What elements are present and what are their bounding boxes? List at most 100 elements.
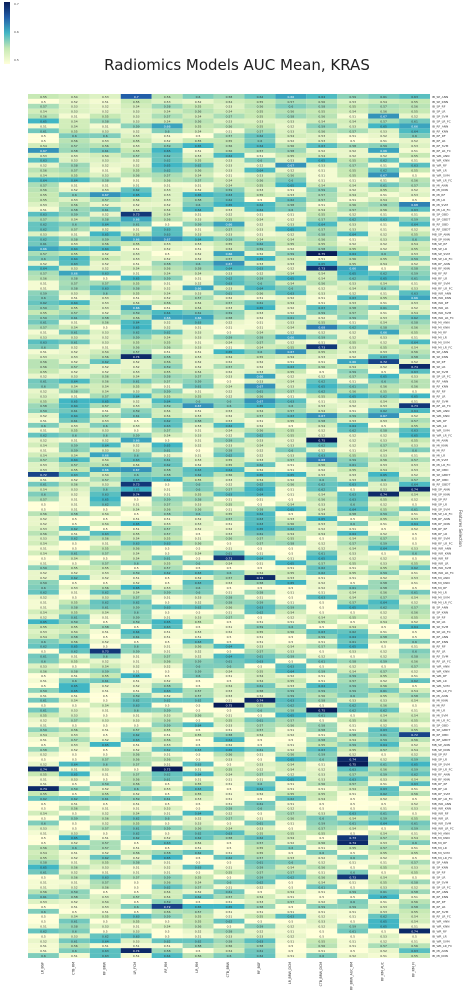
heatmap-cell: [213, 521, 245, 526]
heatmap-cell-value: 0.54: [288, 645, 295, 649]
heatmap-cell-value: 0.62: [257, 95, 264, 99]
heatmap-cell: [120, 187, 152, 193]
heatmap-cell-value: 0.5: [196, 871, 201, 875]
heatmap-cell: [182, 265, 214, 271]
heatmap-cell: [368, 722, 400, 728]
heatmap-cell: [368, 614, 400, 620]
heatmap-cell-value: 0.53: [102, 95, 109, 99]
heatmap-cell: [120, 94, 152, 99]
heatmap-cell-value: 0.75: [349, 763, 356, 767]
heatmap-cell-value: 0.52: [40, 763, 47, 767]
heatmap-cell: [58, 226, 90, 232]
heatmap-cell-value: 0.6: [350, 502, 355, 506]
heatmap-cell-value: 0.53: [288, 129, 295, 133]
heatmap-cell: [368, 550, 400, 556]
heatmap-cell: [28, 339, 59, 345]
heatmap-cell: [337, 776, 369, 782]
heatmap-cell-value: 0.52: [380, 134, 387, 138]
heatmap-cell: [58, 913, 90, 919]
heatmap-cell-value: 0.56: [411, 385, 418, 389]
heatmap-cell: [368, 908, 400, 914]
heatmap-cell: [89, 354, 121, 360]
heatmap-cell-value: 0.74: [411, 365, 418, 369]
heatmap-cell-value: 0.6: [41, 345, 46, 349]
heatmap-cell-value: 0.56: [40, 846, 47, 850]
heatmap-cell-value: 0.53: [349, 473, 356, 477]
heatmap-cell-value: 0.74: [133, 493, 140, 497]
heatmap-cell-value: 0.51: [349, 880, 356, 884]
heatmap-cell: [120, 899, 152, 904]
heatmap-cell: [89, 850, 121, 855]
heatmap-cell: [28, 462, 59, 468]
heatmap-cell: [151, 712, 183, 718]
heatmap-cell-value: 0.64: [195, 237, 202, 241]
heatmap-cell-value: 0.5: [41, 139, 46, 143]
heatmap-cell: [28, 275, 59, 281]
heatmap-cell: [28, 918, 59, 924]
heatmap-cell-value: 0.54: [71, 556, 78, 560]
heatmap-cell: [244, 368, 276, 374]
heatmap-cell-value: 0.52: [257, 316, 264, 320]
heatmap-cell-value: 0.65: [257, 488, 264, 492]
heatmap-cell: [399, 530, 430, 536]
heatmap-cell-value: 0.52: [349, 213, 356, 217]
heatmap-cell-value: 0.52: [133, 856, 140, 860]
heatmap-cell-value: 0.52: [40, 571, 47, 575]
heatmap-cell-value: 0.61: [164, 556, 171, 560]
heatmap-cell-value: 0.51: [257, 321, 264, 325]
heatmap-cell-value: 0.6: [227, 399, 232, 403]
heatmap-cell: [89, 432, 121, 438]
heatmap-cell: [275, 378, 307, 384]
heatmap-cell: [120, 373, 152, 379]
heatmap-cell-value: 0.5: [288, 905, 293, 909]
heatmap-cell-value: 0.58: [257, 689, 264, 693]
heatmap-cell-value: 0.53: [195, 522, 202, 526]
heatmap-cell: [306, 575, 338, 580]
heatmap-cell: [58, 373, 90, 379]
row-label: MB_MI_RF: [432, 586, 447, 590]
heatmap-cell: [337, 167, 369, 173]
heatmap-cell: [151, 899, 183, 904]
heatmap-cell: [275, 496, 307, 502]
heatmap-cell-value: 0.51: [40, 738, 47, 742]
row-label: MB_SP_LR_FC: [432, 767, 452, 771]
heatmap-cell: [89, 609, 121, 615]
heatmap-cell: [275, 334, 307, 340]
heatmap-cell-value: 0.56: [164, 507, 171, 511]
heatmap-cell: [399, 206, 430, 212]
heatmap-cell-value: 0.51: [164, 183, 171, 187]
heatmap-cell-value: 0.66: [133, 218, 140, 222]
heatmap-cell: [89, 427, 121, 433]
heatmap-cell: [28, 167, 59, 173]
heatmap-cell-value: 0.51: [195, 326, 202, 330]
heatmap-cell: [89, 408, 121, 414]
heatmap-cell-value: 0.52: [380, 434, 387, 438]
heatmap-cell-value: 0.52: [195, 360, 202, 364]
heatmap-cell-value: 0.52: [102, 576, 109, 580]
heatmap-cell-value: 0.64: [102, 939, 109, 943]
heatmap-cell-value: 0.61: [380, 306, 387, 310]
row-label: MB_RF_SVM: [432, 281, 450, 285]
heatmap-cell-value: 0.53: [71, 488, 78, 492]
heatmap-cell: [399, 364, 430, 369]
heatmap-cell-value: 0.51: [226, 866, 233, 870]
heatmap-cell: [151, 879, 183, 885]
heatmap-cell-value: 0.5: [258, 812, 263, 816]
heatmap-cell: [28, 766, 59, 772]
heatmap-cell: [399, 560, 430, 566]
heatmap-cell: [182, 619, 214, 625]
heatmap-cell-value: 0.56: [257, 394, 264, 398]
heatmap-cell-value: 0.51: [318, 679, 325, 683]
heatmap-cell-value: 0.54: [133, 507, 140, 511]
heatmap-cell-value: 0.51: [226, 129, 233, 133]
heatmap-cell-value: 0.5: [103, 326, 108, 330]
heatmap-cell-value: 0.56: [133, 753, 140, 757]
heatmap-cell-value: 0.51: [380, 807, 387, 811]
heatmap-cell-value: 0.57: [195, 694, 202, 698]
heatmap-cell-value: 0.57: [133, 875, 140, 879]
heatmap-cell: [368, 938, 400, 944]
heatmap-cell: [275, 457, 307, 463]
heatmap-cell-value: 0.51: [349, 448, 356, 452]
heatmap-cell-value: 0.51: [349, 944, 356, 948]
heatmap-cell-value: 0.54: [318, 409, 325, 413]
